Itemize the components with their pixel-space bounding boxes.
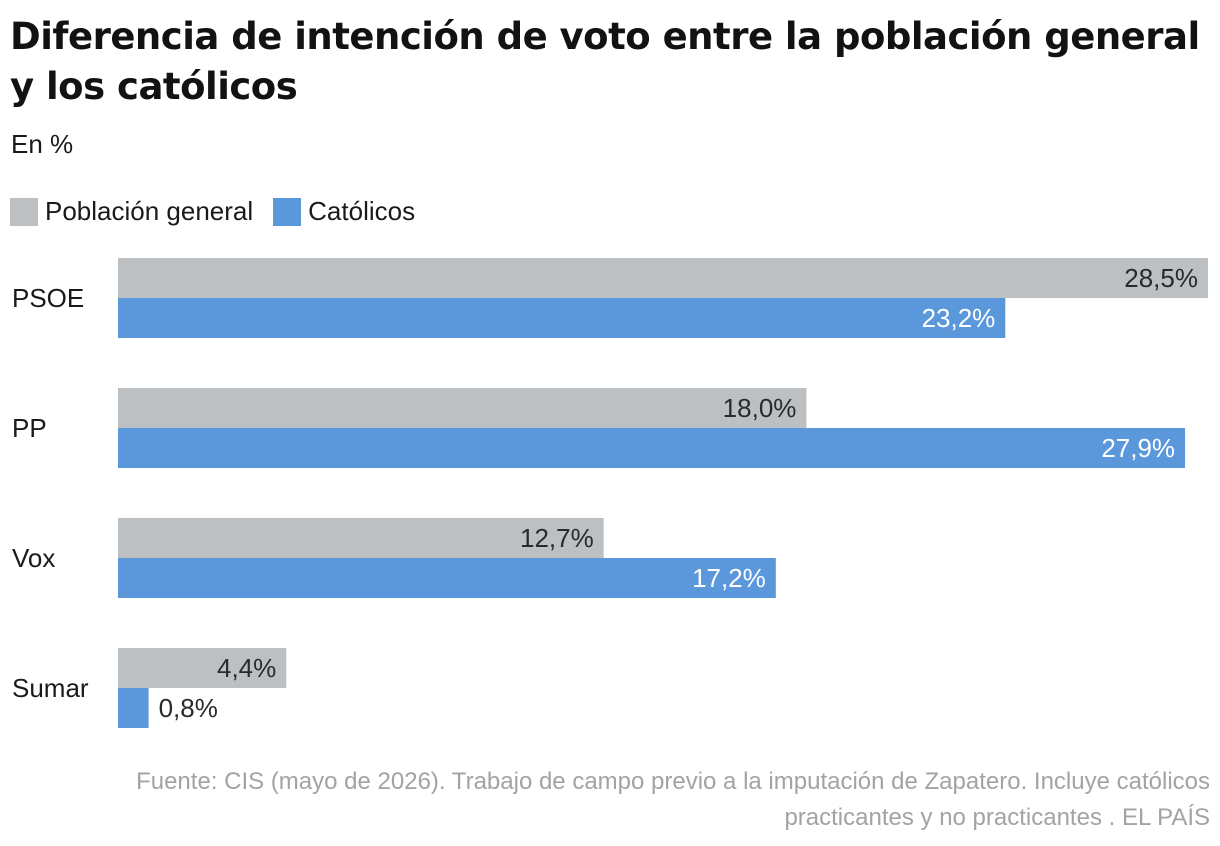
value-label-pp-catolicos: 27,9%	[1101, 433, 1175, 463]
bar-psoe-catolicos	[118, 298, 1006, 338]
bar-pp-general	[118, 388, 807, 428]
legend-swatch-general	[10, 197, 38, 226]
chart-subtitle: En %	[11, 129, 74, 159]
value-label-sumar-catolicos: 0,8%	[159, 693, 218, 723]
category-label-psoe: PSOE	[12, 283, 84, 313]
legend: Población general Católicos	[10, 196, 435, 227]
value-label-psoe-catolicos: 23,2%	[922, 303, 996, 333]
legend-item-general: Población general	[10, 196, 253, 227]
value-label-psoe-general: 28,5%	[1124, 263, 1198, 293]
bar-psoe-general	[118, 258, 1208, 298]
bar-vox-general	[118, 518, 604, 558]
value-label-sumar-general: 4,4%	[217, 653, 276, 683]
bar-chart: PSOE 28,5% 23,2% PP 18,0% 27,9% Vox 12,7% 17,2% S…	[12, 258, 1208, 728]
bar-sumar-general	[118, 648, 287, 688]
chart-title: Diferencia de intención de voto entre la…	[10, 15, 1200, 108]
legend-swatch-catolicos	[273, 197, 302, 226]
value-label-pp-general: 18,0%	[723, 393, 797, 423]
category-label-sumar: Sumar	[12, 673, 89, 703]
bar-pp-catolicos	[118, 428, 1186, 468]
source-note: Fuente: CIS (mayo de 2026). Trabajo de c…	[136, 768, 1210, 831]
category-label-pp: PP	[12, 413, 47, 443]
value-label-vox-general: 12,7%	[520, 523, 594, 553]
category-label-vox: Vox	[12, 543, 55, 573]
legend-label-catolicos: Católicos	[308, 196, 416, 226]
bar-vox-catolicos	[118, 558, 776, 598]
legend-label-general: Población general	[45, 196, 254, 226]
legend-item-catolicos: Católicos	[273, 196, 415, 227]
value-label-vox-catolicos: 17,2%	[692, 563, 766, 593]
bar-sumar-catolicos	[118, 688, 149, 728]
